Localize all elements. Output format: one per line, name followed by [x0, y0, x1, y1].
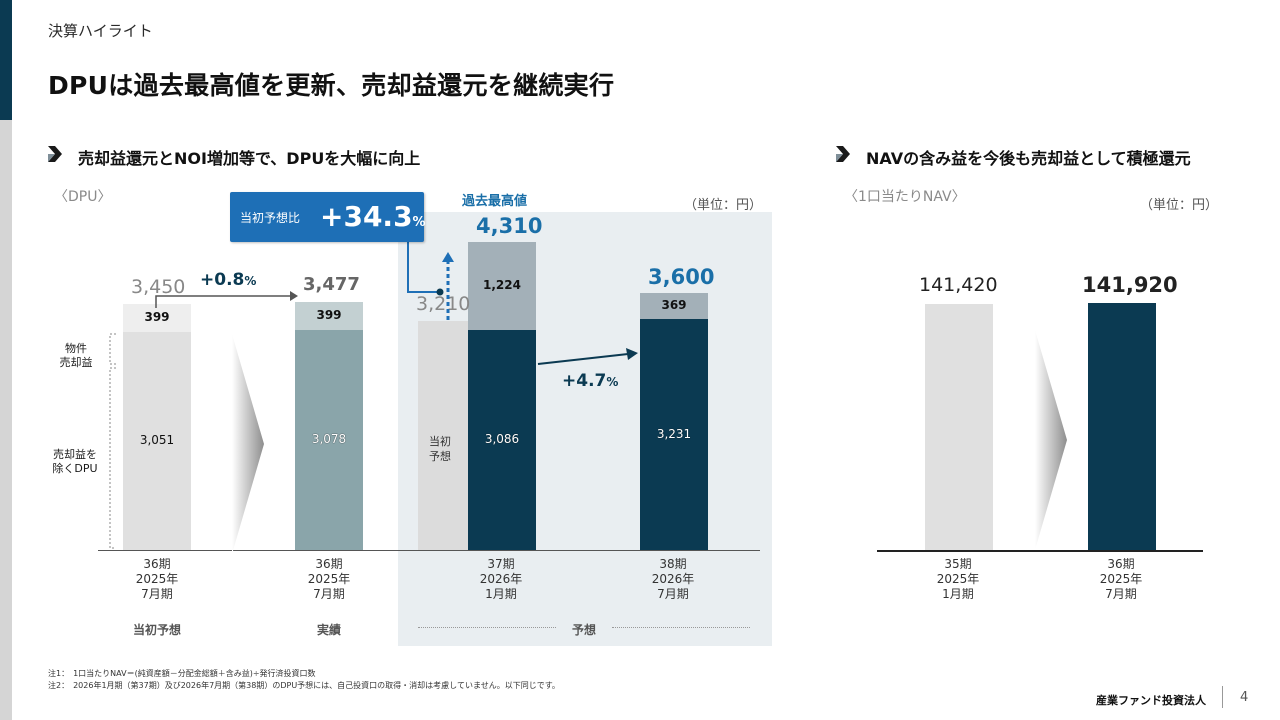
- category-actual: 実績: [316, 623, 341, 637]
- nav-x-axis: [877, 550, 1203, 552]
- seg-label: 3,051: [139, 433, 175, 448]
- category-initial: 当初予想: [132, 623, 181, 637]
- growth-arrow-left: [155, 291, 298, 308]
- seg-label: 3,086: [484, 431, 520, 446]
- right-heading: NAVの含み益を今後も売却益として積極還元: [866, 149, 1191, 168]
- footer-separator: [1222, 686, 1223, 708]
- footnote-1: 注1： 1口当たりNAV＝(純資産額－分配金総額＋含み益)÷発行済投資口数: [48, 669, 316, 678]
- bar-36-actual-gain: [295, 301, 363, 331]
- growth-right-value: +4.7: [562, 371, 607, 391]
- section-label: 決算ハイライト: [48, 22, 153, 40]
- chevron-arrow-icon: [1035, 330, 1067, 550]
- callout-pct: %: [412, 215, 426, 230]
- total-label: 4,310: [476, 214, 543, 239]
- period-label: 38期 2026年 7月期: [651, 557, 695, 601]
- dpu-unit: （単位：円）: [684, 198, 763, 213]
- bracket-marker: [109, 333, 116, 549]
- bracket-upper-label: 売却益: [59, 356, 93, 369]
- bar-36-initial-base: [123, 332, 191, 550]
- bar-36-actual-base: [295, 330, 363, 550]
- seg-label: 3,231: [656, 426, 692, 441]
- seg-label: 399: [144, 309, 170, 324]
- nav-period-label: 36期 2025年 7月期: [1099, 557, 1143, 601]
- bar-38-forecast-gain: [640, 292, 708, 320]
- total-label: 3,477: [303, 273, 360, 295]
- company-name: 産業ファンド投資法人: [1096, 694, 1206, 707]
- total-label: 3,600: [648, 264, 715, 289]
- callout-box: 当初予想比 +34.3%: [230, 192, 426, 242]
- category-forecast: 予想: [571, 623, 596, 637]
- bar-38-forecast-base: [640, 319, 708, 550]
- period-label: 37期 2026年 1月期: [479, 557, 523, 601]
- chevron-arrow-icon: [232, 334, 264, 554]
- page-title: DPUは過去最高値を更新、売却益還元を継続実行: [48, 71, 615, 100]
- seg-label: 399: [316, 307, 342, 322]
- nav-total-label: 141,420: [919, 273, 998, 296]
- bar-36-initial-gain: [123, 303, 191, 333]
- record-label: 過去最高値: [462, 194, 528, 209]
- seg-label: 369: [661, 298, 687, 313]
- nav-unit: （単位：円）: [1140, 198, 1219, 213]
- footnote-2: 注2： 2026年1月期（第37期）及び2026年7月期（第38期）のDPU予想…: [48, 681, 560, 690]
- bar-nav-36: [1088, 303, 1156, 550]
- nav-total-label: 141,920: [1082, 273, 1178, 298]
- nav-period-label: 35期 2025年 1月期: [936, 557, 980, 601]
- nav-caption: 〈1口当たりNAV〉: [844, 189, 966, 205]
- accent-sidebar: [0, 0, 12, 720]
- chevron-right-icon: [48, 146, 62, 162]
- chevron-right-icon: [836, 146, 850, 162]
- forecast-divider-left: [418, 627, 556, 628]
- initial-forecast-label: 当初: [429, 435, 451, 448]
- bar-37-forecast-base: [468, 329, 536, 550]
- growth-arrow-right: [537, 348, 638, 365]
- bracket-upper-label: 物件: [65, 342, 87, 355]
- left-heading: 売却益還元とNOI増加等で、DPUを大幅に向上: [78, 149, 421, 168]
- bracket-lower-label: 売却益を: [53, 448, 97, 461]
- bracket-lower-label: 除くDPU: [52, 462, 98, 475]
- growth-right-pct: %: [606, 375, 619, 389]
- page-number: 4: [1240, 690, 1249, 705]
- bar-37-initial-base: [418, 320, 468, 550]
- callout-connector: [407, 242, 454, 320]
- total-label: 3,210: [416, 292, 471, 315]
- period-label: 36期 2025年 7月期: [307, 557, 351, 601]
- dpu-x-axis: [98, 550, 760, 551]
- bar-37-forecast-gain: [468, 242, 536, 330]
- period-label: 36期 2025年 7月期: [135, 557, 179, 601]
- callout-value: +34.3: [320, 200, 413, 233]
- forecast-divider-right: [612, 627, 750, 628]
- callout-label: 当初予想比: [240, 211, 301, 225]
- growth-left-value: +0.8: [200, 270, 245, 290]
- initial-forecast-label: 予想: [429, 450, 451, 463]
- bar-nav-35: [925, 303, 993, 550]
- seg-label: 1,224: [483, 277, 521, 292]
- total-label: 3,450: [131, 275, 186, 298]
- growth-left-pct: %: [244, 274, 257, 288]
- seg-label: 3,078: [311, 432, 347, 447]
- dpu-caption: 〈DPU〉: [54, 189, 112, 205]
